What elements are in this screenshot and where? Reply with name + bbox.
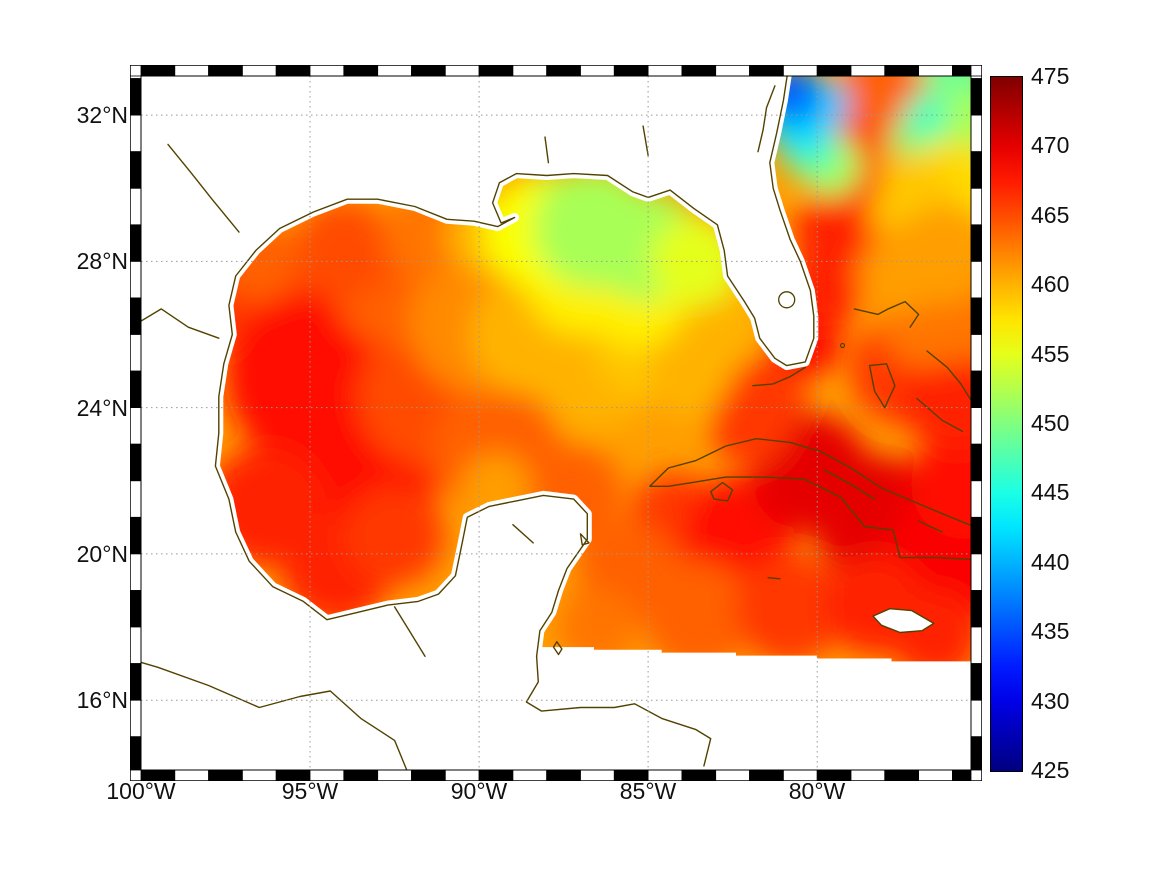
colorbar-tick-label: 435 (1031, 618, 1070, 644)
y-tick-label: 16°N (76, 687, 128, 713)
colorbar-tick-label: 450 (1031, 410, 1070, 436)
colorbar-tick-label: 440 (1031, 549, 1070, 575)
x-tick-label: 100°W (106, 778, 176, 804)
y-tick-label: 32°N (76, 102, 128, 128)
y-tick-label: 28°N (76, 248, 128, 274)
colorbar-tick-label: 455 (1031, 341, 1070, 367)
colorbar-tick-label: 445 (1031, 479, 1070, 505)
colorbar-tick-label: 460 (1031, 271, 1070, 297)
colorbar (990, 76, 1023, 772)
colorbar-tick-label: 425 (1031, 757, 1070, 783)
colorbar-tick-label: 465 (1031, 202, 1070, 228)
colorbar-gradient (991, 77, 1022, 771)
colorbar-tick-label: 430 (1031, 688, 1070, 714)
x-tick-label: 95°W (281, 778, 339, 804)
y-tick-label: 20°N (76, 541, 128, 567)
colorbar-tick-label: 475 (1031, 63, 1070, 89)
map-canvas (130, 65, 982, 781)
y-tick-label: 24°N (76, 395, 128, 421)
x-tick-label: 90°W (450, 778, 508, 804)
x-tick-label: 80°W (788, 778, 846, 804)
colorbar-tick-label: 470 (1031, 132, 1070, 158)
x-tick-label: 85°W (619, 778, 677, 804)
